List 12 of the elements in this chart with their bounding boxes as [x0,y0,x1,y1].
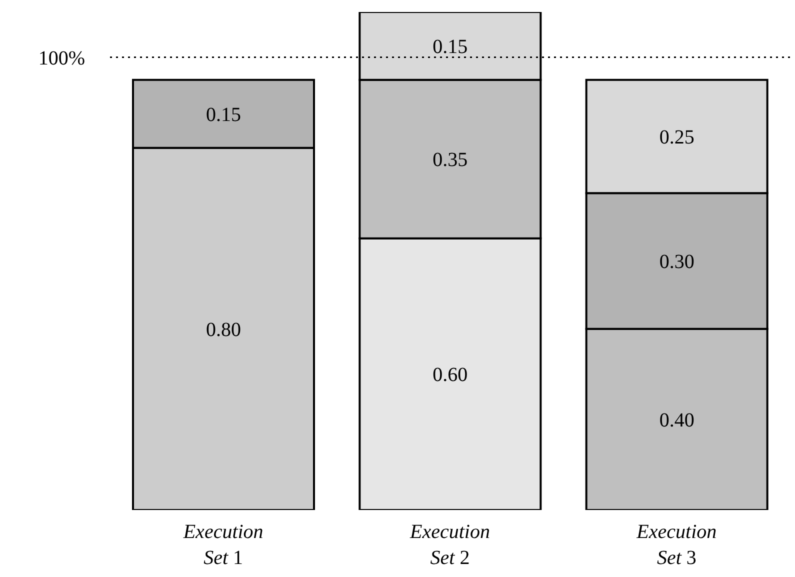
x-tick-label: Execution Set 2 [409,521,490,569]
data-label: 0.30 [659,251,694,273]
x-tick-label: Execution Set 1 [182,521,264,569]
ref-line-label: 100% [38,47,85,70]
data-label: 0.35 [432,149,468,172]
data-label: 0.80 [206,318,241,341]
data-label: 0.25 [659,126,694,148]
data-label: 0.15 [432,36,468,58]
x-tick-label: Execution Set 3 [636,521,717,569]
data-label: 0.15 [206,104,241,126]
data-label: 0.40 [659,409,694,432]
data-label: 0.60 [432,364,468,386]
